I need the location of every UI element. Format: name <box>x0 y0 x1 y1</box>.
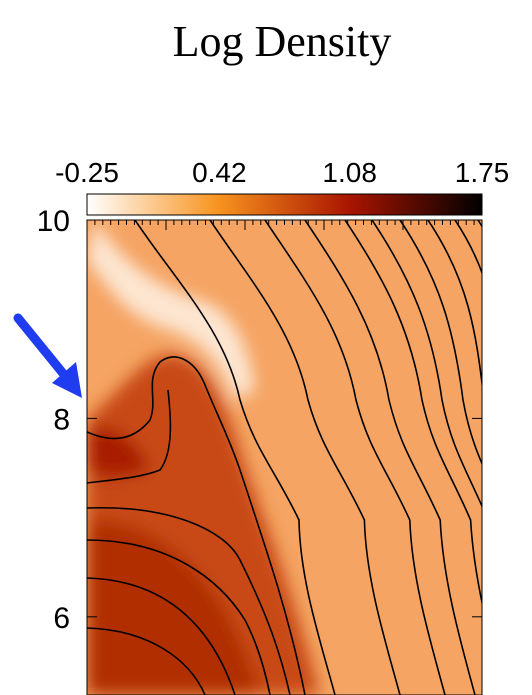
contour-line <box>87 389 172 484</box>
contour-line <box>87 627 206 695</box>
arrow-head <box>52 362 82 398</box>
axes: 6 8 10 <box>37 205 483 635</box>
contours <box>87 220 482 695</box>
contour-line <box>344 220 482 607</box>
contour-line <box>87 506 291 695</box>
contour-line <box>304 220 476 695</box>
contour-line <box>87 539 271 695</box>
colorbar-gradient <box>86 193 483 216</box>
contour-line <box>264 220 446 695</box>
contour-line <box>209 220 401 695</box>
contour-line <box>399 220 482 466</box>
colorbar-tick-label: -0.25 <box>55 157 119 188</box>
contour-line <box>477 220 482 228</box>
contour-line <box>427 220 482 390</box>
colorbar: -0.25 0.42 1.08 1.75 <box>55 157 510 216</box>
contour-line <box>87 577 236 695</box>
contour-line <box>134 220 336 695</box>
colorbar-tick-label: 1.08 <box>322 157 377 188</box>
contour-line <box>371 220 482 509</box>
chart-title: Log Density <box>173 17 392 66</box>
colorbar-tick-label: 1.75 <box>455 157 510 188</box>
density-field <box>87 220 482 695</box>
y-tick-label: 8 <box>53 403 70 436</box>
y-tick-label: 6 <box>53 602 70 635</box>
arrow-shaft <box>13 313 75 387</box>
contour-line <box>87 356 306 695</box>
colorbar-tick-label: 0.42 <box>192 157 247 188</box>
y-tick-label: 10 <box>37 205 70 238</box>
field-shading <box>87 220 320 695</box>
